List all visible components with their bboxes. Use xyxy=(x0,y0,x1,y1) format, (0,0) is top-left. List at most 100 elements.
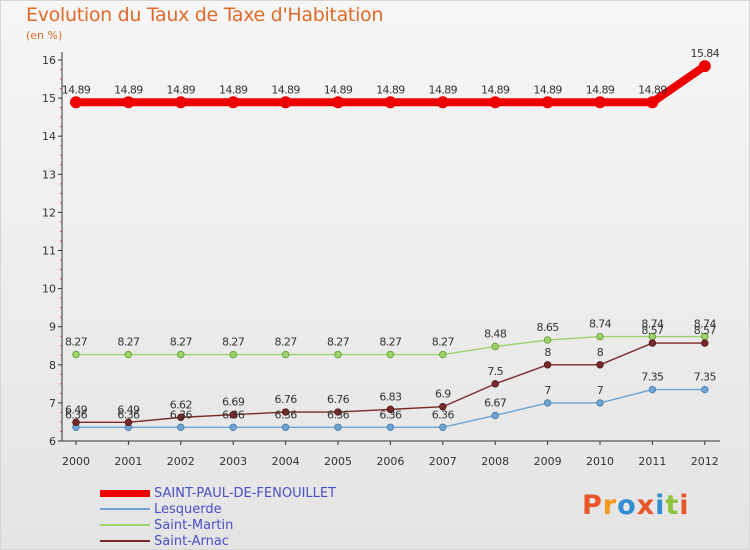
legend-swatch xyxy=(100,540,150,542)
y-tick-label: 14 xyxy=(42,130,56,143)
data-label: 6.62 xyxy=(170,398,192,411)
data-label: 8 xyxy=(597,346,604,359)
data-label: 6.36 xyxy=(275,408,298,421)
data-point xyxy=(596,332,604,341)
data-label: 14.89 xyxy=(481,83,510,96)
data-point xyxy=(229,411,237,419)
data-label: 8.27 xyxy=(432,336,455,349)
data-label: 7.5 xyxy=(487,365,503,378)
y-tick-label: 11 xyxy=(42,245,56,258)
data-point xyxy=(281,423,290,431)
data-label: 14.89 xyxy=(586,83,615,96)
data-point xyxy=(281,350,290,359)
data-point xyxy=(386,350,395,359)
data-point xyxy=(229,423,237,431)
data-point xyxy=(281,408,290,416)
data-point xyxy=(177,350,185,359)
data-label: 8.74 xyxy=(694,318,717,331)
data-label: 6.36 xyxy=(117,408,140,421)
data-point xyxy=(698,60,711,73)
x-tick-label: 2003 xyxy=(219,455,247,468)
data-label: 6.76 xyxy=(327,393,350,406)
y-tick-label: 6 xyxy=(49,435,56,448)
data-label: 6.69 xyxy=(222,396,245,409)
data-point xyxy=(596,399,604,407)
data-label: 8.27 xyxy=(275,336,298,349)
data-point xyxy=(439,350,447,359)
data-point xyxy=(334,350,342,359)
data-label: 15.84 xyxy=(691,47,720,60)
data-point xyxy=(334,423,342,431)
data-point xyxy=(491,342,499,351)
data-point xyxy=(439,423,447,431)
data-point xyxy=(386,405,395,414)
data-label: 14.89 xyxy=(167,83,196,96)
logo-letter: x xyxy=(636,490,656,521)
data-label: 6.36 xyxy=(379,408,402,421)
data-point xyxy=(122,96,135,109)
y-tick-label: 8 xyxy=(49,359,56,372)
x-tick-label: 2009 xyxy=(534,455,562,468)
data-label: 6.49 xyxy=(117,403,140,416)
x-tick-label: 2002 xyxy=(167,455,195,468)
data-point xyxy=(543,399,552,407)
data-label: 14.89 xyxy=(324,83,353,96)
data-point xyxy=(384,96,397,109)
data-point xyxy=(386,423,395,431)
data-label: 8.27 xyxy=(379,336,402,349)
data-label: 8.74 xyxy=(589,318,612,331)
legend-label: SAINT-PAUL-DE-FENOUILLET xyxy=(154,486,337,501)
data-point xyxy=(279,96,292,109)
data-label: 6.67 xyxy=(484,396,507,409)
data-point xyxy=(174,96,187,109)
data-point xyxy=(491,411,499,420)
data-point xyxy=(491,380,499,388)
chart-subtitle: (en %) xyxy=(26,29,63,42)
data-label: 14.89 xyxy=(114,83,143,96)
data-label: 14.89 xyxy=(533,83,562,96)
data-label: 8.65 xyxy=(537,321,560,334)
data-label: 6.36 xyxy=(170,408,193,421)
data-label: 8.27 xyxy=(327,336,350,349)
data-point xyxy=(489,96,502,109)
data-label: 6.36 xyxy=(327,408,350,421)
x-tick-label: 2005 xyxy=(324,455,352,468)
proxiti-logo: Proxiti xyxy=(582,490,690,521)
x-tick-label: 2001 xyxy=(114,455,142,468)
data-label: 7 xyxy=(597,384,604,397)
x-tick-label: 2004 xyxy=(272,455,300,468)
data-point xyxy=(648,385,657,394)
data-point xyxy=(229,350,237,359)
data-point xyxy=(332,96,344,109)
legend-swatch xyxy=(100,490,150,497)
data-point xyxy=(124,418,133,427)
data-label: 7 xyxy=(544,384,551,397)
data-point xyxy=(541,96,554,109)
data-point xyxy=(439,403,447,411)
x-tick-label: 2011 xyxy=(638,455,666,468)
data-point xyxy=(124,350,133,359)
data-label: 8.27 xyxy=(65,336,88,349)
data-label: 8.27 xyxy=(170,336,193,349)
data-point xyxy=(177,423,185,431)
data-label: 8.57 xyxy=(694,324,717,337)
data-point xyxy=(543,336,552,344)
data-label: 8 xyxy=(544,346,551,359)
logo-letter: i xyxy=(655,490,666,521)
data-point xyxy=(72,418,80,427)
logo-letter: i xyxy=(679,490,690,521)
data-point xyxy=(648,339,657,347)
data-label: 7.35 xyxy=(694,371,717,384)
data-label: 8.27 xyxy=(117,336,140,349)
legend-label: Lesquerde xyxy=(154,502,222,517)
data-label: 6.36 xyxy=(222,408,245,421)
legend-swatch xyxy=(100,524,150,526)
data-point xyxy=(701,385,709,394)
axes: 6 7 8 9 10 11 12 13 14 15 16 2000 2001 2002 2003 2004 20… xyxy=(42,52,720,468)
x-tick-label: 2000 xyxy=(62,455,90,468)
data-point xyxy=(701,339,709,347)
logo-letter: o xyxy=(617,490,637,521)
data-point xyxy=(334,408,342,416)
